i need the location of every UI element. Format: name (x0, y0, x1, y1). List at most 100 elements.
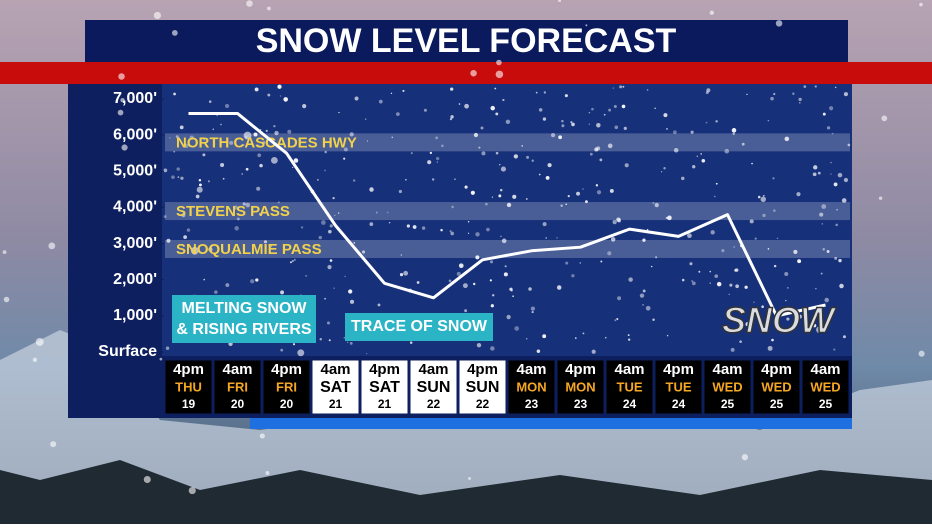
snowflake (561, 124, 565, 128)
snowflake (225, 283, 230, 287)
snowflake (241, 173, 243, 175)
snowflake (642, 289, 646, 293)
snowflake (354, 96, 359, 101)
snowflake (709, 10, 715, 15)
snowflake (489, 279, 492, 282)
snowflake (120, 97, 125, 103)
x-cell (556, 359, 605, 415)
snowflake (613, 105, 617, 109)
snowflake (505, 119, 511, 125)
snowflake (343, 147, 348, 152)
snowflake (327, 321, 330, 325)
snowflake (500, 166, 506, 172)
snowflake (881, 115, 888, 122)
snowflake (771, 338, 774, 342)
x-cell (360, 359, 409, 415)
x-day-label: SAT (320, 379, 351, 396)
snowflake (733, 246, 735, 248)
snowflake (280, 290, 285, 295)
snowflake (361, 250, 366, 254)
snowflake (253, 132, 258, 137)
snowflake (222, 177, 225, 180)
snowflake (462, 283, 468, 289)
snowflake (745, 322, 750, 327)
snowflake (328, 339, 331, 342)
snowflake (596, 190, 602, 195)
snowflake (267, 93, 271, 97)
snowflake (542, 117, 547, 121)
snowflake (297, 349, 305, 357)
snowflake (758, 321, 763, 325)
snowflake (467, 232, 470, 234)
x-cell (213, 359, 262, 415)
x-day-label: MON (565, 379, 595, 394)
snowflake (655, 256, 658, 259)
snowflake (198, 183, 202, 187)
snowflake (338, 111, 340, 114)
snowflake (689, 262, 693, 266)
x-date-label: 22 (427, 397, 441, 411)
snowflake (797, 314, 802, 319)
snowflake (542, 334, 547, 339)
snowflake (256, 144, 260, 148)
snowflake (117, 109, 124, 116)
snowflake (797, 259, 802, 264)
snowflake (775, 20, 783, 27)
snowflake (391, 136, 394, 139)
snowflake (287, 129, 292, 134)
snowflake (715, 182, 718, 185)
snowflake (836, 209, 838, 211)
snowflake (709, 282, 711, 284)
snowflake (521, 145, 523, 147)
snowflake (706, 88, 711, 93)
snowflake (390, 92, 393, 95)
chart-title: SNOW LEVEL FORECAST (256, 22, 677, 60)
snowflake (531, 159, 534, 162)
snowflake (741, 142, 745, 146)
snowflake (169, 137, 171, 139)
snowflake (366, 140, 369, 142)
x-date-label: 21 (378, 397, 392, 411)
snowflake (607, 251, 612, 256)
snowflake (567, 194, 570, 198)
snowflake (819, 212, 824, 217)
snowflake (450, 231, 454, 236)
snowflake (327, 265, 332, 270)
snowflake (545, 175, 550, 180)
snowflake (344, 275, 346, 278)
snowflake (803, 85, 807, 88)
snowflake (841, 198, 847, 203)
snowflake (538, 108, 543, 112)
snowflake (458, 103, 461, 105)
snowflake (652, 318, 655, 321)
snowflake (753, 301, 755, 303)
snowflake (171, 175, 175, 180)
snowflake (143, 476, 151, 484)
snowflake (229, 140, 234, 145)
snowflake (796, 192, 801, 197)
snowflake (207, 180, 210, 183)
reference-band (165, 202, 850, 221)
snowflake (490, 304, 494, 308)
snowflake (328, 229, 332, 234)
snowflake (843, 92, 848, 97)
snowflake (2, 250, 7, 255)
snowflake (582, 332, 585, 335)
snowflake (525, 198, 528, 200)
snowflake (406, 224, 410, 228)
x-date-label: 21 (329, 397, 343, 411)
snowflake (878, 196, 883, 200)
snowflake (639, 293, 645, 298)
snowflake (458, 263, 464, 269)
snowflake (691, 279, 694, 283)
snowflake (816, 326, 823, 334)
snowflake (302, 104, 307, 109)
snowflake (663, 167, 666, 170)
snowflake (512, 194, 517, 199)
snowflake (621, 104, 626, 109)
snowflake (628, 338, 631, 341)
snowflake (767, 345, 773, 351)
snowflake (491, 294, 495, 297)
snowflake (267, 6, 271, 11)
